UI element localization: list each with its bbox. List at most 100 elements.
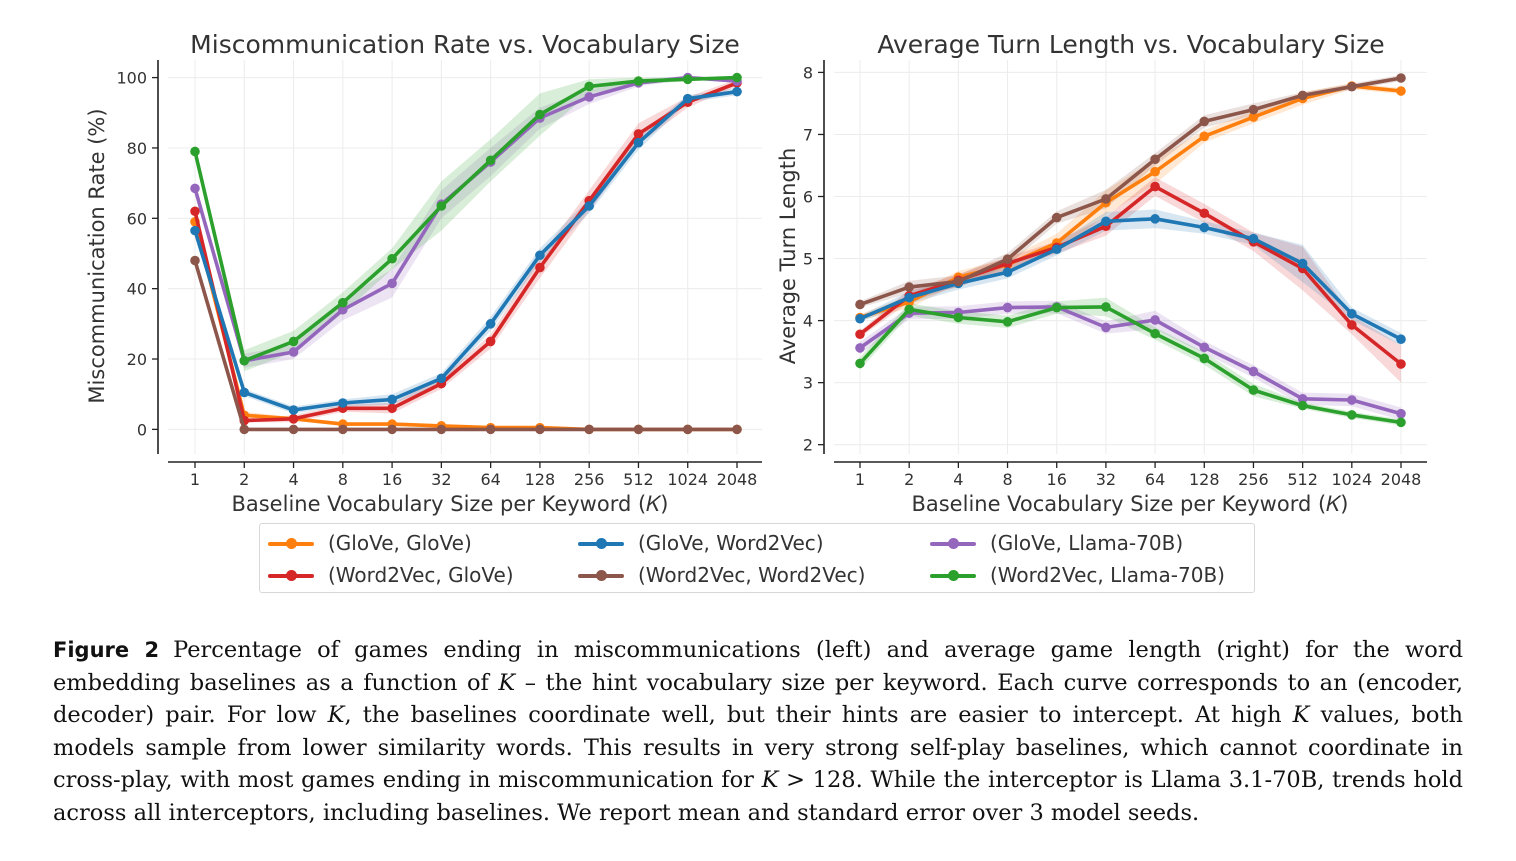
- legend-swatch: [926, 560, 980, 590]
- data-point: [1150, 166, 1160, 177]
- data-point: [239, 355, 250, 366]
- data-point: [1347, 320, 1357, 330]
- data-point: [190, 146, 200, 157]
- data-point: [1396, 334, 1406, 345]
- x-tick-label: 1: [190, 470, 200, 489]
- x-tick-label: 8: [1002, 470, 1012, 489]
- data-point: [338, 297, 348, 308]
- data-point: [1150, 154, 1160, 165]
- data-point: [1396, 408, 1406, 419]
- data-point: [288, 405, 299, 415]
- legend-item: (GloVe, Llama-70B): [926, 528, 1183, 558]
- data-point: [1199, 353, 1210, 364]
- data-point: [1150, 328, 1160, 339]
- y-tick-label: 8: [803, 63, 813, 82]
- x-tick-label: 1: [855, 470, 865, 489]
- series-line: [193, 258, 739, 432]
- x-tick-label: 256: [574, 470, 605, 489]
- data-point: [1002, 267, 1013, 278]
- y-tick-label: 4: [803, 312, 813, 331]
- data-point: [953, 312, 964, 323]
- data-point: [1199, 342, 1210, 353]
- legend-label: (Word2Vec, GloVe): [328, 563, 514, 587]
- data-point: [288, 424, 299, 435]
- data-point: [1248, 366, 1259, 377]
- legend-label: (Word2Vec, Llama-70B): [990, 563, 1225, 587]
- chart-average-turn-length: 2 3 4 5 6 7 8 1 2 4 8 16 32 64 128 256 512 1024 2048 Averag…: [776, 30, 1427, 516]
- series-line: [858, 217, 1403, 342]
- data-point: [485, 319, 496, 329]
- data-point: [535, 424, 545, 435]
- x-tick-label: 4: [288, 470, 298, 489]
- series-line: [193, 75, 739, 363]
- data-point: [535, 250, 545, 261]
- data-point: [190, 255, 200, 266]
- data-point: [1199, 116, 1210, 127]
- data-point: [1396, 86, 1406, 96]
- data-point: [1101, 194, 1111, 204]
- series-line: [193, 220, 739, 432]
- data-point: [239, 387, 250, 398]
- data-point: [288, 336, 299, 347]
- data-point: [535, 109, 545, 120]
- y-axis-label: Miscommunication Rate (%): [85, 108, 109, 403]
- data-point: [1199, 131, 1210, 142]
- y-tick-label: 7: [803, 125, 813, 144]
- data-point: [1248, 104, 1259, 115]
- legend-item: (GloVe, Word2Vec): [574, 528, 824, 558]
- legend-label: (Word2Vec, Word2Vec): [638, 563, 866, 587]
- data-point: [1248, 112, 1259, 122]
- data-point: [1297, 258, 1308, 269]
- data-point: [1297, 400, 1308, 411]
- data-point: [584, 424, 594, 435]
- figure-caption: Figure 2 Percentage of games ending in mi…: [53, 634, 1463, 830]
- data-point: [436, 201, 447, 211]
- x-tick-label: 16: [1047, 470, 1067, 489]
- data-point: [535, 262, 545, 273]
- data-point: [584, 81, 594, 92]
- data-point: [1347, 410, 1357, 420]
- data-point: [485, 336, 496, 347]
- x-tick-label: 2: [904, 470, 914, 489]
- chart-title: Average Turn Length vs. Vocabulary Size: [877, 30, 1384, 59]
- x-tick-label: 4: [953, 470, 963, 489]
- series-line: [858, 76, 1403, 307]
- x-tick-label: 128: [525, 470, 556, 489]
- data-point: [338, 424, 348, 435]
- data-point: [633, 76, 644, 86]
- data-point: [682, 74, 693, 85]
- y-tick-label: 6: [803, 188, 813, 207]
- data-point: [387, 424, 397, 435]
- x-axis-label: Baseline Vocabulary Size per Keyword (𝐾): [911, 492, 1348, 516]
- caption-label: Figure 2: [53, 638, 160, 662]
- data-point: [436, 373, 447, 384]
- legend-item: (Word2Vec, Word2Vec): [574, 560, 865, 590]
- data-point: [682, 93, 693, 104]
- data-point: [1002, 302, 1013, 313]
- data-point: [633, 129, 644, 139]
- x-tick-label: 128: [1189, 470, 1220, 489]
- series-line: [193, 81, 739, 423]
- data-point: [1396, 359, 1406, 369]
- data-point: [1248, 385, 1259, 395]
- y-axis-label: Average Turn Length: [776, 148, 800, 365]
- x-tick-label: 2048: [717, 470, 758, 489]
- y-tick-label: 100: [116, 69, 147, 88]
- caption-text: Percentage of games ending in miscommuni…: [53, 637, 1463, 826]
- data-point: [1150, 181, 1160, 192]
- x-tick-label: 2048: [1381, 470, 1422, 489]
- legend-label: (GloVe, Llama-70B): [990, 531, 1184, 555]
- x-axis-label: Baseline Vocabulary Size per Keyword (𝐾): [231, 492, 668, 516]
- data-point: [190, 206, 200, 217]
- x-tick-label: 512: [1287, 470, 1318, 489]
- data-point: [190, 225, 200, 236]
- y-tick-label: 3: [803, 374, 813, 393]
- data-point: [1101, 216, 1111, 227]
- x-tick-label: 32: [431, 470, 451, 489]
- y-tick-label: 5: [803, 250, 813, 269]
- series-line: [858, 305, 1403, 416]
- chart-title: Miscommunication Rate vs. Vocabulary Siz…: [190, 30, 740, 59]
- data-point: [1248, 233, 1259, 244]
- data-point: [584, 92, 594, 102]
